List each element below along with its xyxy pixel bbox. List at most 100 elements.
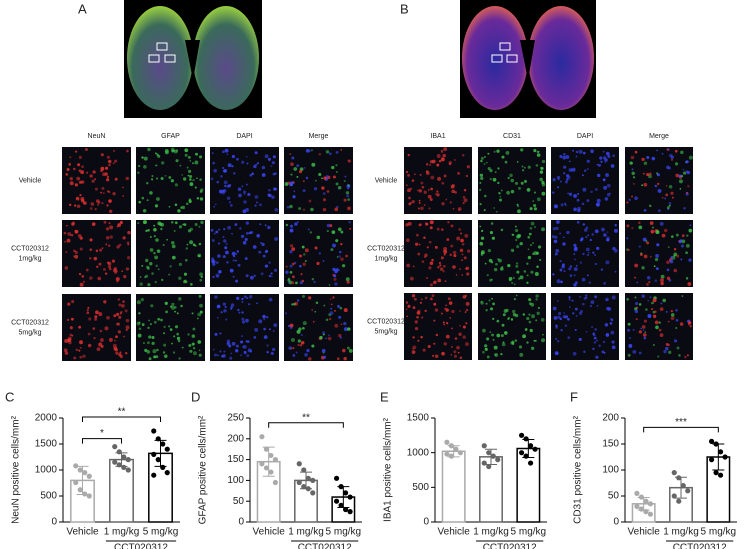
cell — [433, 302, 437, 306]
cell — [648, 174, 652, 179]
cell — [153, 320, 157, 324]
cell — [311, 277, 315, 281]
cell — [501, 155, 505, 159]
cell — [241, 297, 244, 301]
cell — [517, 209, 521, 214]
cell — [224, 184, 227, 188]
cell — [498, 198, 503, 202]
cell — [192, 178, 195, 182]
cell — [149, 323, 152, 326]
cell — [555, 326, 558, 329]
cell — [246, 297, 249, 300]
cell — [594, 254, 596, 256]
cell — [604, 323, 609, 327]
cell — [79, 282, 84, 287]
cell — [337, 304, 341, 308]
cell — [654, 257, 659, 262]
cell — [657, 209, 661, 213]
cell — [627, 353, 631, 357]
cell — [114, 348, 118, 352]
cell — [437, 278, 442, 283]
cell — [602, 150, 605, 153]
micrograph — [284, 147, 353, 214]
data-point — [296, 461, 302, 467]
cell — [438, 159, 442, 163]
cell — [530, 302, 535, 307]
cell — [78, 169, 82, 173]
cell — [199, 272, 204, 277]
cell — [268, 261, 271, 264]
cell — [439, 264, 442, 267]
cell — [290, 173, 293, 176]
cell — [89, 207, 93, 210]
cell — [157, 268, 160, 271]
cell — [156, 177, 158, 180]
cell — [485, 161, 488, 164]
cell — [506, 190, 511, 195]
cell — [127, 230, 131, 235]
cell — [178, 225, 183, 229]
cell — [666, 206, 670, 209]
data-point — [708, 457, 715, 463]
cell — [254, 204, 257, 207]
cell — [263, 335, 268, 340]
cell — [560, 328, 563, 332]
cell — [434, 308, 439, 312]
cell — [640, 327, 643, 330]
cell — [240, 234, 245, 238]
cell — [415, 242, 419, 246]
group-label: CCT020312 — [673, 543, 727, 549]
cell — [94, 315, 98, 319]
cell — [328, 284, 331, 286]
cell — [339, 306, 343, 310]
cell — [529, 207, 533, 211]
cell — [216, 180, 220, 184]
cell — [665, 310, 668, 313]
cell — [562, 242, 566, 246]
cell — [427, 189, 430, 191]
cell — [141, 323, 145, 327]
cell — [292, 262, 295, 266]
cell — [541, 159, 546, 164]
cell — [273, 323, 278, 328]
cell — [557, 315, 561, 319]
cell — [689, 325, 692, 328]
cell — [302, 180, 305, 182]
cell — [463, 326, 466, 329]
cell — [292, 354, 296, 357]
cell — [238, 193, 242, 198]
cell — [491, 278, 493, 281]
cell — [553, 239, 558, 244]
cell — [405, 308, 408, 311]
cell — [174, 325, 179, 329]
cell — [552, 273, 555, 276]
cell — [285, 223, 289, 227]
cell — [154, 152, 157, 155]
y-axis-label: CD31 positive cells/mm² — [573, 415, 584, 523]
cell — [575, 264, 578, 267]
cell — [581, 174, 584, 177]
cell — [149, 262, 153, 266]
cell — [459, 268, 461, 270]
cell — [156, 249, 161, 253]
cell — [532, 200, 535, 202]
micrograph — [404, 220, 472, 287]
cell — [271, 275, 273, 278]
cell — [198, 353, 202, 357]
cell — [263, 318, 266, 321]
cell — [318, 252, 321, 255]
cell — [267, 225, 271, 230]
cell — [688, 155, 693, 160]
cell — [586, 199, 590, 203]
cell — [334, 323, 339, 328]
cell — [73, 249, 76, 253]
cell — [465, 266, 470, 271]
cell — [91, 222, 96, 226]
cell — [266, 344, 269, 347]
cell — [431, 258, 434, 262]
data-point — [164, 446, 170, 452]
cell — [556, 340, 560, 343]
data-point — [671, 470, 677, 476]
cell — [466, 272, 470, 276]
cell — [96, 265, 99, 268]
